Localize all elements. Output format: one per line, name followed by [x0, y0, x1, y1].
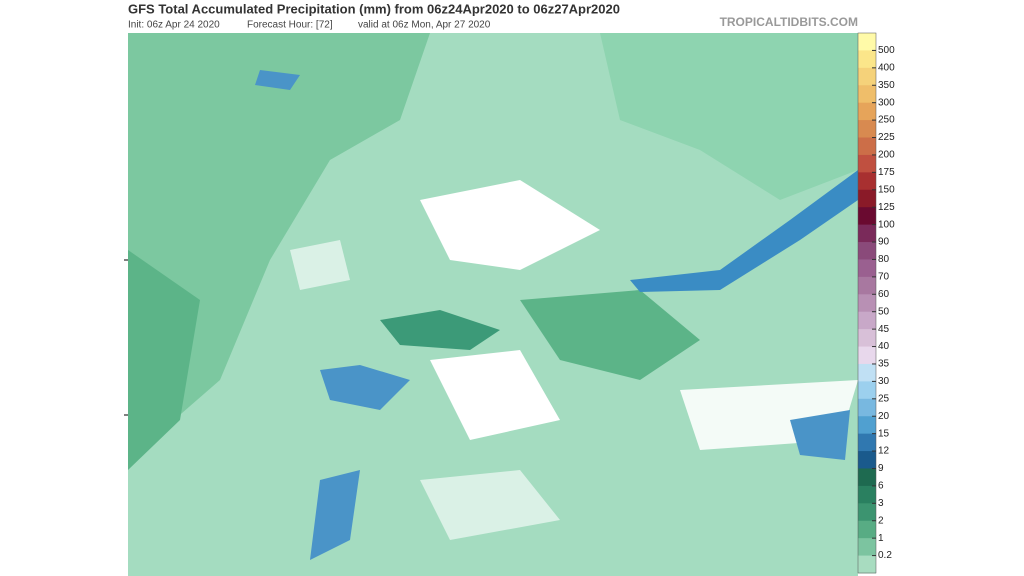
colorbar-swatch	[858, 398, 876, 417]
colorbar-swatch	[858, 363, 876, 382]
colorbar-swatch	[858, 154, 876, 173]
colorbar-swatch	[858, 538, 876, 557]
colorbar-swatch	[858, 433, 876, 452]
colorbar-swatch	[858, 207, 876, 226]
dry-area	[420, 180, 600, 270]
colorbar-swatch	[858, 451, 876, 469]
colorbar-swatch	[858, 311, 876, 330]
colorbar-frame	[857, 32, 877, 574]
title: GFS Total Accumulated Precipitation (mm)…	[128, 1, 620, 16]
colorbar-label: 9	[878, 463, 884, 474]
colorbar-swatch	[858, 50, 876, 69]
colorbar-label: 250	[878, 115, 895, 126]
precip-area	[128, 250, 200, 470]
colorbar: 5004003503002502252001751501251009080706…	[857, 32, 895, 574]
colorbar-swatch	[858, 259, 876, 278]
colorbar-label: 150	[878, 184, 895, 195]
colorbar-label: 70	[878, 272, 890, 283]
colorbar-label: 12	[878, 446, 890, 457]
colorbar-swatch	[858, 85, 876, 104]
colorbar-label: 60	[878, 289, 890, 300]
precip-area	[380, 310, 500, 350]
colorbar-label: 300	[878, 97, 895, 108]
precip-area	[128, 33, 430, 460]
colorbar-swatch	[858, 520, 876, 539]
colorbar-label: 500	[878, 45, 895, 56]
colorbar-swatch	[858, 346, 876, 365]
colorbar-label: 25	[878, 393, 890, 404]
colorbar-label: 20	[878, 411, 890, 422]
colorbar-label: 1	[878, 533, 884, 544]
colorbar-label: 45	[878, 324, 890, 335]
colorbar-label: 225	[878, 132, 895, 143]
colorbar-label: 50	[878, 306, 890, 317]
precip-band	[310, 470, 360, 560]
forecast-hour: Forecast Hour: [72]	[247, 20, 333, 31]
dry-area	[430, 350, 560, 440]
colorbar-label: 125	[878, 202, 895, 213]
precip-band	[790, 410, 850, 460]
colorbar-label: 350	[878, 80, 895, 91]
colorbar-swatch	[858, 329, 876, 348]
colorbar-label: 2	[878, 515, 884, 526]
colorbar-swatch	[858, 242, 876, 260]
colorbar-swatch	[858, 416, 876, 435]
colorbar-swatch	[858, 381, 876, 400]
colorbar-swatch	[858, 224, 876, 243]
precip-area	[600, 33, 858, 200]
colorbar-label: 35	[878, 359, 890, 370]
colorbar-label: 0.2	[878, 550, 892, 561]
colorbar-label: 6	[878, 481, 884, 492]
colorbar-swatch	[858, 468, 876, 487]
precip-area	[520, 290, 700, 380]
init: Init: 06z Apr 24 2020	[128, 20, 220, 31]
colorbar-label: 40	[878, 341, 890, 352]
colorbar-label: 175	[878, 167, 895, 178]
precip-band	[630, 170, 858, 292]
colorbar-swatch	[858, 276, 876, 295]
colorbar-swatch	[858, 120, 876, 139]
precip-band	[320, 365, 410, 410]
watermark: TROPICALTIDBITS.COM	[720, 15, 858, 29]
colorbar-swatch	[858, 102, 876, 121]
colorbar-swatch	[858, 172, 876, 191]
colorbar-swatch	[858, 189, 876, 208]
precip-band	[255, 70, 300, 90]
colorbar-label: 400	[878, 62, 895, 73]
valid-time: valid at 06z Mon, Apr 27 2020	[358, 20, 491, 31]
colorbar-swatch	[858, 294, 876, 313]
colorbar-label: 80	[878, 254, 890, 265]
colorbar-swatch	[858, 67, 876, 86]
colorbar-label: 200	[878, 150, 895, 161]
colorbar-swatch	[858, 33, 876, 51]
colorbar-swatch	[858, 503, 876, 522]
colorbar-swatch	[858, 555, 876, 574]
colorbar-label: 15	[878, 428, 890, 439]
colorbar-swatch	[858, 485, 876, 504]
map	[124, 33, 858, 576]
colorbar-label: 90	[878, 237, 890, 248]
colorbar-label: 30	[878, 376, 890, 387]
colorbar-swatch	[858, 137, 876, 156]
dry-area	[290, 240, 560, 540]
colorbar-label: 3	[878, 498, 884, 509]
colorbar-label: 100	[878, 219, 895, 230]
